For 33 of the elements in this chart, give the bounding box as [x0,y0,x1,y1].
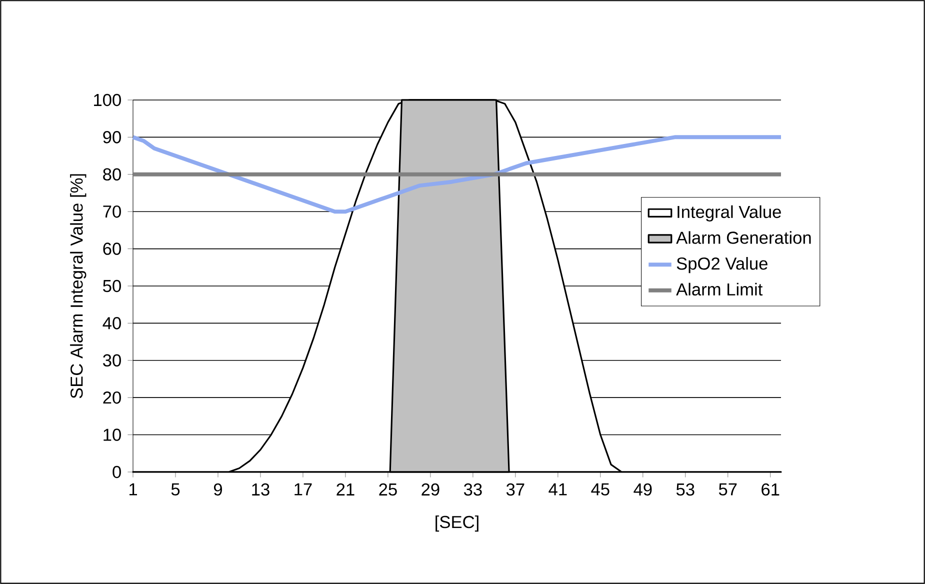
x-axis-title: [SEC] [436,515,478,532]
y-axis-title: SEC Alarm Integral Value [%] [70,174,86,398]
x-tick-label: 17 [294,483,312,496]
y-tick-label: 40 [102,317,121,330]
x-tick-label: 5 [171,483,180,496]
y-tick-label: 90 [103,131,121,144]
x-tick-label: 45 [591,483,610,496]
x-tick-label: 9 [214,483,222,496]
legend-label: Alarm Limit [676,282,763,296]
x-tick-label: 61 [762,483,780,496]
y-tick-label: 100 [94,94,121,106]
x-tick-label: 49 [634,483,652,496]
x-tick-label: 33 [464,483,482,496]
x-tick-label: 25 [379,483,397,496]
legend-label: SpO2 Value [676,256,768,274]
x-tick-label: 41 [548,483,567,496]
y-tick-label: 0 [112,466,121,478]
x-tick-label: 1 [130,483,137,496]
y-tick-label: 20 [103,391,121,404]
x-tick-label: 37 [506,483,524,496]
x-tick-label: 21 [336,483,354,496]
x-tick-label: 53 [676,483,694,496]
x-tick-label: 57 [718,483,737,496]
legend-label: Alarm Generation [676,231,811,244]
legend-label: Integral Value [678,205,781,222]
y-tick-label: 50 [103,280,121,292]
x-tick-label: 29 [422,483,440,496]
y-tick-label: 80 [103,168,121,181]
y-tick-label: 60 [103,242,121,255]
y-tick-label: 70 [103,205,121,218]
y-tick-label: 30 [103,354,121,367]
x-tick-label: 13 [252,483,270,496]
y-tick-label: 10 [104,428,121,441]
